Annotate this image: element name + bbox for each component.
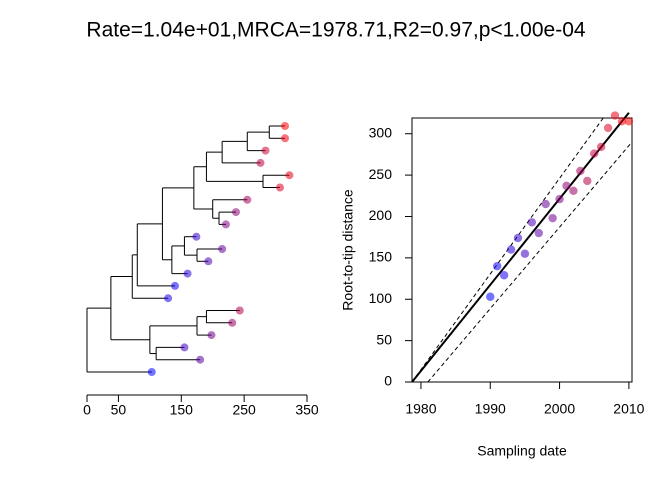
x-tick-label: 1980	[405, 401, 436, 417]
y-tick-label: 0	[384, 373, 392, 389]
tip	[164, 294, 173, 303]
point	[590, 149, 599, 158]
point	[624, 117, 634, 126]
x-tick-label: 50	[111, 402, 127, 418]
tip	[204, 257, 213, 266]
x-tick-label: 2000	[544, 401, 575, 417]
point	[548, 213, 557, 223]
x-tick-label: 2010	[613, 401, 644, 417]
tip	[171, 281, 179, 290]
regression-line	[411, 112, 630, 383]
x-tick-label: 150	[170, 402, 194, 418]
x-axis-label: Sampling date	[477, 443, 567, 459]
point	[506, 245, 516, 254]
tip	[180, 343, 189, 352]
plot-frame	[411, 117, 633, 383]
tip	[275, 183, 284, 192]
tip	[231, 208, 240, 217]
point	[603, 123, 613, 133]
tip	[192, 232, 201, 241]
tip	[235, 306, 244, 315]
point	[486, 292, 495, 301]
x-tick-label: 250	[232, 402, 256, 418]
tip	[147, 368, 156, 376]
tip	[207, 331, 216, 340]
title: Rate=1.04e+01,MRCA=1978.71,R2=0.97,p<1.0…	[86, 19, 585, 42]
tip	[243, 195, 252, 204]
tip	[221, 220, 230, 229]
point	[617, 117, 627, 126]
point	[520, 249, 530, 258]
y-tick-label: 50	[376, 331, 392, 347]
x-tick-label: 1990	[475, 401, 506, 417]
tip	[183, 269, 192, 278]
point	[492, 261, 502, 271]
point	[513, 233, 523, 243]
y-tick-label: 100	[369, 290, 393, 306]
y-tick-label: 200	[369, 207, 393, 223]
point	[576, 166, 585, 176]
tip	[281, 122, 289, 130]
y-tick-label: 250	[369, 166, 393, 182]
tip	[196, 355, 205, 364]
point	[527, 218, 537, 227]
y-axis-label: Root-to-tip distance	[340, 189, 356, 311]
point	[610, 111, 620, 120]
y-tick-label: 300	[369, 124, 393, 140]
point	[541, 199, 550, 209]
tip	[256, 158, 265, 167]
confidence-line	[427, 141, 633, 383]
y-tick-label: 150	[369, 249, 393, 265]
point	[596, 142, 606, 152]
point	[569, 186, 578, 196]
tip	[285, 171, 294, 180]
tip	[261, 146, 270, 155]
point	[499, 271, 509, 280]
point	[555, 194, 564, 204]
point	[534, 228, 543, 238]
tip	[281, 134, 289, 143]
point	[583, 176, 592, 186]
x-tick-label: 0	[83, 402, 91, 418]
point	[562, 181, 571, 191]
tip	[218, 245, 227, 253]
tip	[228, 318, 237, 327]
x-tick-label: 350	[295, 402, 319, 418]
